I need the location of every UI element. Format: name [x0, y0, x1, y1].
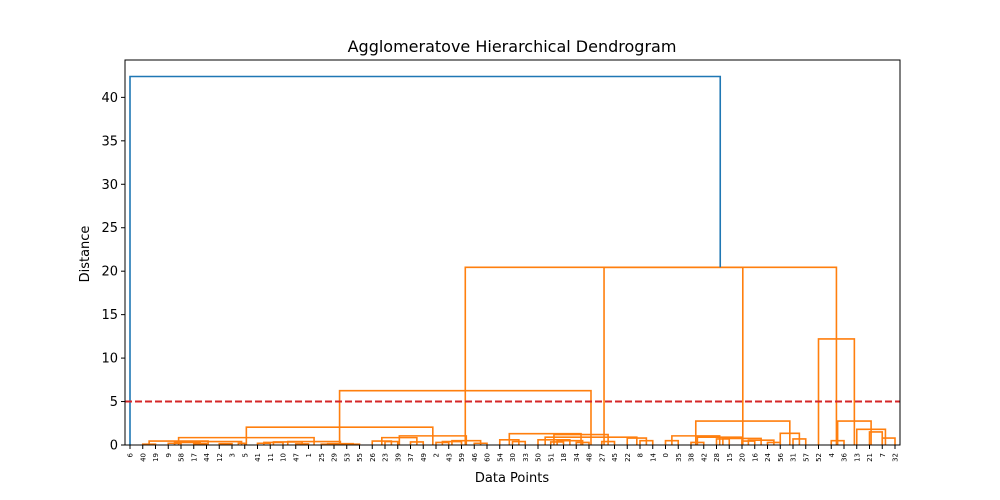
cluster-link: [603, 266, 838, 445]
leaf-label: 43: [445, 453, 453, 462]
leaf-label: 37: [407, 453, 415, 462]
y-axis-label: Distance: [78, 226, 93, 283]
leaf-label: 57: [802, 453, 810, 462]
plot-frame: [124, 59, 901, 446]
leaf-label: 18: [560, 453, 568, 462]
leaf-label: 5: [241, 453, 249, 457]
cluster-link: [508, 432, 582, 445]
leaf-label: 39: [394, 453, 402, 462]
y-axis-ticks: 0 5 10 15 20 25 30 35 40: [101, 91, 125, 454]
leaf-label: 27: [598, 453, 606, 462]
leaf-label: 56: [777, 452, 785, 461]
y-tick-label: 15: [101, 308, 118, 323]
leaf-label: 33: [522, 453, 530, 462]
leaf-label: 11: [267, 453, 275, 462]
leaf-label: 50: [535, 453, 543, 462]
leaf-label: 17: [190, 453, 198, 462]
leaf-label: 32: [892, 453, 900, 462]
leaf-label: 40: [139, 453, 147, 462]
leaf-label: 0: [662, 453, 670, 457]
leaf-label: 60: [484, 453, 492, 462]
leaf-label: 44: [203, 452, 211, 461]
leaf-label: 4: [828, 452, 836, 457]
leaf-label: 48: [586, 453, 594, 462]
leaf-label: 14: [649, 452, 657, 461]
leaf-label: 51: [547, 453, 555, 462]
leaf-label: 22: [624, 453, 632, 462]
leaf-label: 24: [764, 452, 772, 461]
leaf-label: 26: [369, 452, 377, 461]
y-tick-label: 0: [110, 439, 118, 454]
leaf-label: 23: [382, 453, 390, 462]
leaf-label: 25: [318, 453, 326, 462]
x-axis-label: Data Points: [475, 471, 549, 486]
leaf-label: 47: [292, 453, 300, 462]
leaf-label: 31: [790, 453, 798, 462]
leaf-label: 6: [127, 452, 135, 457]
y-tick-label: 35: [101, 134, 118, 149]
leaf-label: 53: [343, 453, 351, 462]
y-tick-label: 5: [110, 395, 118, 410]
leaf-label: 13: [853, 453, 861, 462]
leaf-label: 45: [611, 453, 619, 462]
leaf-label: 16: [751, 452, 759, 461]
y-tick-label: 10: [101, 352, 118, 367]
root-link: [129, 75, 722, 445]
y-tick-label: 40: [101, 91, 118, 106]
leaf-label: 20: [739, 453, 747, 462]
leaf-label: 46: [471, 452, 479, 461]
cluster-link: [218, 442, 233, 445]
cluster-link: [881, 437, 896, 445]
leaf-label: 49: [420, 453, 428, 462]
leaf-label: 7: [879, 453, 887, 457]
leaf-label: 28: [713, 453, 721, 462]
leaf-label: 36: [841, 452, 849, 461]
leaf-label: 1: [305, 453, 313, 457]
leaf-label: 8: [637, 453, 645, 457]
leaf-label: 19: [152, 453, 160, 462]
leaf-label: 10: [280, 453, 288, 462]
leaf-label: 41: [254, 453, 262, 462]
dendrogram-links: [129, 75, 896, 445]
leaf-label: 15: [726, 453, 734, 462]
leaf-label: 30: [509, 453, 517, 462]
leaf-label: 34: [573, 452, 581, 461]
y-tick-label: 20: [101, 265, 118, 280]
leaf-label: 2: [433, 453, 441, 457]
leaf-label: 59: [458, 453, 466, 462]
leaf-label: 55: [356, 453, 364, 462]
leaf-label: 3: [229, 453, 237, 457]
x-axis-ticks: 6 40 19 9 58 17 44 12 3 5 41 11 10 47 1 25 29 53 55 26 23 39 3…: [127, 445, 900, 462]
leaf-label: 9: [165, 453, 173, 457]
leaf-label: 52: [815, 453, 823, 462]
leaf-label: 54: [496, 452, 504, 461]
leaf-label: 42: [700, 453, 708, 462]
leaf-label: 29: [331, 453, 339, 462]
y-tick-label: 30: [101, 178, 118, 193]
chart-title: Agglomeratove Hierarchical Dendrogram: [348, 37, 677, 56]
leaf-label: 21: [866, 453, 874, 462]
leaf-label: 35: [675, 453, 683, 462]
y-tick-label: 25: [101, 221, 118, 236]
leaf-label: 12: [216, 453, 224, 462]
leaf-label: 58: [178, 453, 186, 462]
leaf-label: 38: [688, 453, 696, 462]
